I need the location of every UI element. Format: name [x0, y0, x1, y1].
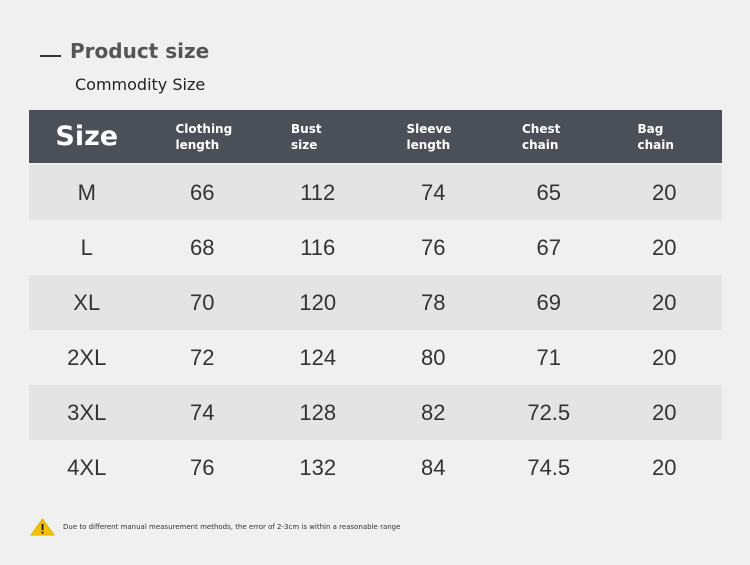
- table-row: M 66 112 74 65 20: [29, 165, 722, 220]
- warning-icon: [30, 518, 55, 536]
- table-cell: 72.5: [527, 399, 571, 425]
- table-cell: 74: [190, 399, 215, 425]
- table-row: 3XL 74 128 82 72.5 20: [29, 385, 722, 440]
- table-cell: 132: [299, 454, 337, 480]
- table-cell: 74.5: [527, 454, 571, 480]
- subtitle: Commodity Size: [75, 75, 206, 94]
- footnote: Due to different manual measurement meth…: [30, 518, 400, 536]
- column-header: Size: [55, 120, 119, 152]
- table-cell: 70: [190, 289, 215, 315]
- table-cell: 124: [299, 344, 337, 370]
- table-cell: 116: [300, 234, 336, 260]
- table-cell: 20: [652, 399, 677, 425]
- column-header: Sleeve length: [406, 121, 452, 152]
- table-cell: XL: [73, 289, 101, 315]
- table-cell: 20: [652, 234, 677, 260]
- table-cell: 4XL: [67, 454, 107, 480]
- table-cell: 2XL: [67, 344, 107, 370]
- column-header: Bag chain: [637, 121, 674, 152]
- table-cell: 84: [421, 454, 446, 480]
- table-cell: 3XL: [67, 399, 107, 425]
- footnote-text: Due to different manual measurement meth…: [63, 523, 401, 531]
- table-row: L 68 116 76 67 20: [29, 220, 722, 275]
- table-cell: 20: [652, 179, 677, 205]
- table-cell: 80: [421, 344, 446, 370]
- table-row: 4XL 76 132 84 74.5 20: [29, 440, 722, 495]
- table-cell: 76: [421, 234, 446, 260]
- column-header: Clothing length: [175, 121, 233, 152]
- table-cell: 72: [190, 344, 215, 370]
- title-dash: [40, 55, 61, 57]
- header-row: Size Clothing length Bust size Sleeve lengt…: [29, 110, 722, 165]
- table-cell: 20: [652, 289, 677, 315]
- table-cell: 120: [299, 289, 337, 315]
- table-cell: 112: [300, 179, 336, 205]
- title: Product size: [70, 39, 210, 63]
- table-cell: 76: [190, 454, 215, 480]
- table-row: XL 70 120 78 69 20: [29, 275, 722, 330]
- table-row: 2XL 72 124 80 71 20: [29, 330, 722, 385]
- table-cell: 128: [299, 399, 337, 425]
- table-cell: L: [80, 234, 93, 260]
- table-body: M 66 112 74 65 20 L 68 116 76 67 20 XL 70 120 78 69 20 2XL…: [29, 165, 722, 495]
- table-cell: 78: [421, 289, 446, 315]
- table-cell: 74: [421, 179, 446, 205]
- table-cell: 82: [421, 399, 446, 425]
- table-cell: 20: [652, 454, 677, 480]
- column-header: Bust size: [291, 121, 322, 152]
- table-cell: 69: [536, 289, 561, 315]
- size-table: Size Clothing length Bust size Sleeve lengt…: [29, 110, 722, 495]
- table-cell: 67: [536, 234, 561, 260]
- table-cell: 65: [536, 179, 561, 205]
- table-cell: 66: [190, 179, 215, 205]
- table-cell: 20: [652, 344, 677, 370]
- table-cell: M: [77, 179, 96, 205]
- table-cell: 71: [536, 344, 561, 370]
- table-cell: 68: [190, 234, 215, 260]
- column-header: Chest chain: [522, 121, 561, 152]
